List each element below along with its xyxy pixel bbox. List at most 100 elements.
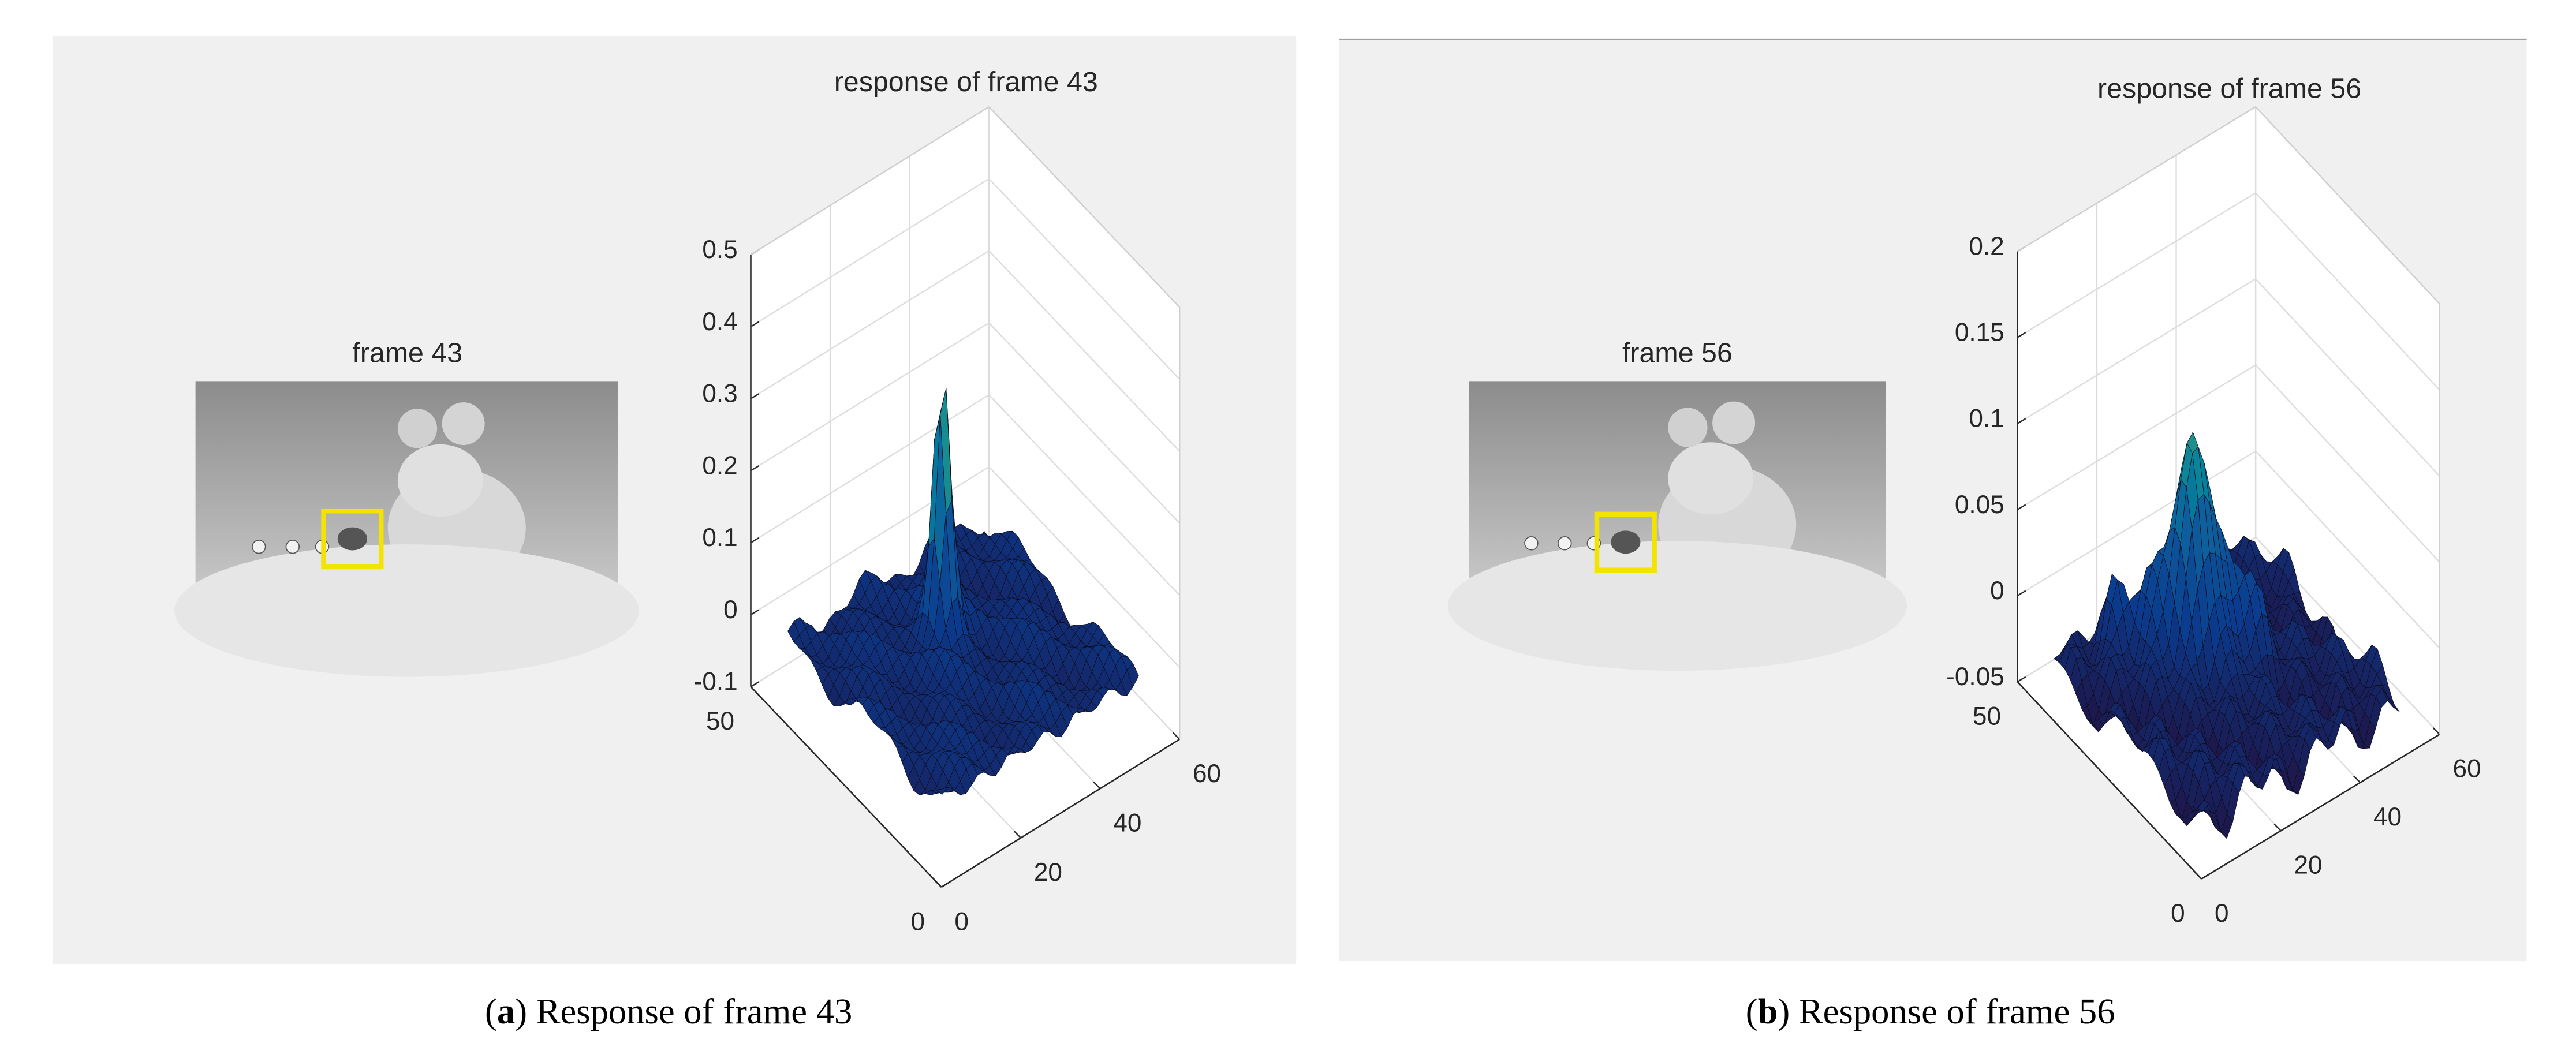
y-tick-mark [750, 681, 760, 687]
z-tick-label: 0.15 [1955, 319, 2004, 347]
x-tick-mark [1013, 831, 1021, 839]
z-grid-line [2255, 364, 2440, 563]
z-tick-mark [750, 537, 760, 544]
y-tick-label: 0 [2171, 899, 2185, 928]
z-grid-line [2017, 192, 2256, 338]
x-tick-label: 40 [1113, 809, 1141, 837]
caption-part: b [1758, 991, 1778, 1031]
small-tree [1524, 536, 1539, 551]
response-surface [787, 388, 1139, 796]
box-edge [750, 106, 990, 256]
z-tick-mark [2017, 332, 2026, 338]
target [1611, 530, 1641, 554]
y-tick-label: 50 [1973, 702, 2001, 730]
axes-wall [2256, 107, 2440, 735]
x-tick-label: 60 [2453, 755, 2481, 783]
z-grid-line [750, 250, 990, 399]
y-tick-label: 50 [706, 707, 734, 735]
y-axis [2017, 681, 2202, 880]
box-edge [2017, 106, 2256, 252]
box-edge [988, 106, 1181, 308]
y-axis [750, 686, 942, 888]
z-grid-line [2255, 450, 2440, 649]
small-tree [252, 540, 266, 554]
small-tree [1558, 536, 1572, 551]
cloud-ground [174, 544, 639, 677]
mouse-head [397, 444, 483, 517]
image-title: frame 43 [352, 338, 462, 369]
surface-patch [2197, 800, 2209, 812]
mouse-head [1668, 442, 1754, 515]
z-tick-label: 0 [723, 596, 738, 624]
x-tick-mark [2432, 727, 2440, 735]
y-tick-label: 0 [911, 907, 925, 936]
z-grid-line [988, 178, 1181, 380]
target [337, 527, 368, 551]
z-grid-line [2255, 278, 2440, 477]
z-grid-line [988, 394, 1181, 596]
x-axis [940, 738, 1180, 888]
mouse-ear [397, 409, 438, 448]
z-grid-line [988, 250, 1181, 452]
plot-title: response of frame 43 [834, 66, 1098, 98]
z-tick-label: 0.2 [702, 451, 737, 480]
z-grid-line [988, 322, 1181, 524]
x-tick-mark [2353, 775, 2361, 783]
x-tick-label: 0 [2215, 899, 2229, 928]
response-surface [2054, 431, 2400, 839]
z-tick-mark [750, 609, 760, 615]
z-tick-label: -0.1 [694, 668, 738, 696]
z-tick-mark [750, 465, 760, 472]
caption: (a) Response of frame 43 [485, 991, 852, 1031]
z-grid-line [2017, 278, 2256, 424]
z-tick-label: 0.3 [702, 380, 737, 408]
cloud-ground [1447, 541, 1907, 671]
z-tick-label: 0.2 [1969, 232, 2004, 260]
z-tick-label: 0.05 [1955, 491, 2004, 519]
x-tick-mark [1093, 782, 1101, 790]
frame-image [1447, 381, 1907, 671]
z-grid-line [2255, 192, 2440, 391]
z-grid-line [750, 394, 990, 544]
y-tick-mark [2017, 676, 2026, 683]
surface-patch [936, 787, 949, 795]
z-tick-label: 0 [1990, 577, 2004, 605]
z-tick-mark [2017, 590, 2026, 597]
z-grid-line [750, 322, 990, 472]
frame-image [174, 381, 639, 677]
x-tick-label: 20 [1034, 858, 1062, 887]
plot-title: response of frame 56 [2097, 73, 2361, 104]
caption-part: ) Response of frame 43 [515, 991, 852, 1031]
caption-part: ) Response of frame 56 [1778, 991, 2115, 1031]
x-tick-label: 40 [2373, 803, 2402, 831]
z-tick-mark [750, 321, 760, 327]
tracking-box [321, 508, 384, 570]
box-edge [2255, 106, 2440, 305]
z-tick-label: 0.1 [1969, 405, 2004, 433]
z-tick-mark [2017, 418, 2026, 424]
z-tick-label: 0.4 [702, 308, 737, 336]
x-axis [2201, 734, 2440, 880]
z-grid-line [750, 178, 990, 327]
mouse-ear [1668, 408, 1708, 447]
caption-part: a [497, 991, 515, 1031]
x-tick-label: 60 [1193, 760, 1221, 788]
small-tree [285, 540, 300, 554]
mouse-ear [442, 402, 485, 446]
x-tick-mark [2273, 824, 2282, 832]
caption: (b) Response of frame 56 [1746, 991, 2115, 1031]
z-tick-mark [750, 393, 760, 399]
z-tick-label: 0.5 [702, 235, 737, 264]
z-grid-line [2017, 450, 2256, 597]
x-tick-label: 0 [954, 907, 969, 936]
mouse-ear [1712, 401, 1756, 444]
x-tick-label: 20 [2294, 851, 2322, 880]
tracking-box [1594, 511, 1657, 573]
image-title: frame 56 [1622, 338, 1733, 369]
z-tick-label: -0.05 [1946, 663, 2004, 691]
z-grid-line [988, 466, 1181, 668]
x-tick-mark [1172, 732, 1180, 740]
z-tick-label: 0.1 [702, 524, 737, 552]
caption-part: ( [485, 991, 497, 1031]
